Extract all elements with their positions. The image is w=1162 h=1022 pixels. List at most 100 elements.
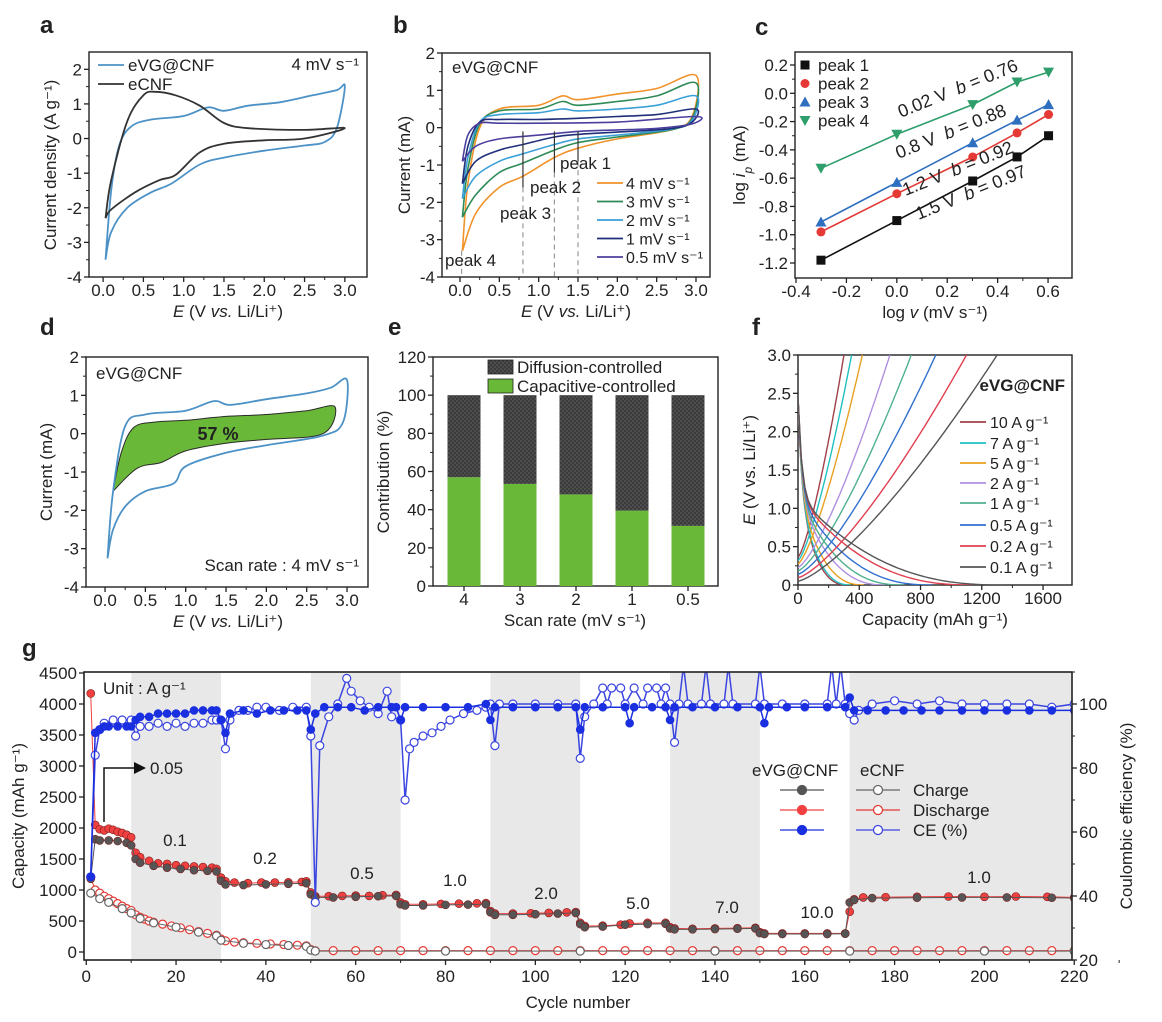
plot-area bbox=[447, 395, 705, 586]
rate-label: 7.0 bbox=[715, 898, 739, 917]
data-point bbox=[441, 900, 450, 910]
data-point bbox=[531, 702, 540, 712]
y-tick-label: 2 bbox=[426, 44, 435, 63]
bar-capacitive bbox=[447, 477, 481, 586]
data-point bbox=[400, 901, 410, 910]
data-point bbox=[86, 888, 96, 898]
data-point bbox=[198, 706, 208, 715]
plot-area bbox=[106, 377, 349, 559]
data-point bbox=[967, 137, 979, 148]
data-point bbox=[131, 731, 141, 741]
data-point bbox=[968, 152, 978, 162]
rate-label: 0.2 bbox=[253, 849, 277, 868]
legend-label: 2 A g⁻¹ bbox=[990, 476, 1039, 493]
x-tick-label: 2 bbox=[571, 590, 580, 609]
data-point bbox=[967, 100, 979, 111]
x-tick-label: 3.0 bbox=[335, 591, 359, 610]
charge-curve bbox=[798, 355, 891, 569]
data-point bbox=[764, 702, 774, 712]
data-point bbox=[670, 702, 679, 712]
x-tick-label: 100 bbox=[521, 967, 549, 986]
x-axis-label-part: (V bbox=[184, 612, 210, 631]
data-point bbox=[149, 918, 159, 928]
legend-label: 1 mV s⁻¹ bbox=[626, 232, 690, 249]
data-point bbox=[863, 706, 872, 715]
data-point bbox=[126, 908, 136, 918]
data-point bbox=[220, 744, 231, 754]
y2-tick-label: 100 bbox=[1079, 695, 1107, 714]
data-point bbox=[454, 899, 464, 908]
x-tick-label: 3.0 bbox=[333, 281, 357, 300]
y-tick-label: 2.5 bbox=[767, 384, 791, 403]
rate-label: 0.5 bbox=[350, 864, 374, 883]
data-point bbox=[670, 925, 679, 934]
x-axis-label: E (V vs. Li/Li⁺) bbox=[173, 612, 283, 631]
x-tick-label: 1.5 bbox=[214, 591, 238, 610]
data-point bbox=[799, 96, 811, 107]
data-point bbox=[849, 895, 859, 905]
data-point bbox=[373, 702, 383, 712]
legend-marker bbox=[796, 804, 808, 816]
panel-letter-c: c bbox=[755, 14, 768, 41]
bar-diffusion bbox=[559, 395, 593, 495]
bar-diffusion bbox=[447, 395, 481, 478]
data-point bbox=[1044, 131, 1054, 141]
data-point bbox=[719, 699, 729, 709]
panel-letter-f: f bbox=[752, 314, 761, 341]
panel-e: 0 20 40 60 80 100 120 4 3 2 1 0.5 Diffusion-controll… bbox=[374, 348, 719, 630]
legend-label: Charge bbox=[913, 781, 969, 800]
y-tick-label: -1 bbox=[67, 164, 82, 183]
data-point bbox=[508, 702, 518, 712]
x-tick-label: 220 bbox=[1060, 967, 1088, 986]
y-tick-label: 1000 bbox=[39, 881, 77, 900]
y-tick-label: 0.0 bbox=[764, 84, 788, 103]
y-axis-label: Current (mA) bbox=[37, 423, 56, 521]
data-point bbox=[710, 946, 720, 956]
y-tick-label: -0.8 bbox=[759, 197, 788, 216]
data-point bbox=[816, 255, 826, 265]
y-tick-label: -4 bbox=[67, 268, 82, 287]
x-tick-label: 80 bbox=[436, 967, 455, 986]
data-point bbox=[840, 929, 850, 939]
data-point bbox=[225, 709, 235, 718]
data-point bbox=[800, 79, 810, 88]
data-point bbox=[162, 721, 172, 732]
data-point bbox=[324, 712, 334, 722]
y-tick-label: 40 bbox=[407, 501, 426, 520]
data-point bbox=[643, 919, 652, 929]
x-tick-label: 180 bbox=[880, 967, 908, 986]
data-point bbox=[553, 909, 563, 918]
y-tick-label: 3500 bbox=[39, 726, 77, 745]
data-point bbox=[1002, 893, 1012, 902]
data-point bbox=[1011, 77, 1023, 88]
data-point bbox=[553, 702, 563, 712]
y-tick-label: 0 bbox=[70, 425, 79, 444]
x-tick-label: 160 bbox=[791, 967, 819, 986]
bar-diffusion bbox=[615, 395, 649, 511]
x-tick-label: 0.5 bbox=[134, 591, 158, 610]
data-point bbox=[221, 728, 230, 738]
legend-label: 0.2 A g⁻¹ bbox=[990, 539, 1053, 556]
y2-axis-label: Coulombic efficiency (%) bbox=[1117, 723, 1136, 910]
axis-ticks bbox=[428, 356, 433, 587]
y-axis-label: Current (mA) bbox=[395, 116, 414, 214]
panel-letter-b: b bbox=[393, 12, 408, 39]
data-point bbox=[816, 227, 826, 237]
data-point bbox=[126, 722, 136, 731]
legend-label: 1 A g⁻¹ bbox=[990, 496, 1039, 513]
x-axis-label: E (V vs. Li/Li⁺) bbox=[521, 302, 631, 321]
data-point bbox=[957, 706, 967, 715]
data-point bbox=[153, 718, 163, 728]
x-tick-label: 2.5 bbox=[293, 281, 317, 300]
data-point bbox=[310, 709, 320, 718]
data-point bbox=[252, 938, 262, 948]
data-point bbox=[135, 858, 145, 868]
data-point bbox=[575, 753, 585, 764]
data-point bbox=[104, 836, 113, 845]
data-point bbox=[845, 693, 855, 702]
data-point bbox=[531, 909, 540, 919]
data-point bbox=[660, 683, 671, 693]
data-point bbox=[328, 893, 338, 902]
data-point bbox=[849, 706, 859, 715]
discharge-curve bbox=[798, 397, 1005, 585]
